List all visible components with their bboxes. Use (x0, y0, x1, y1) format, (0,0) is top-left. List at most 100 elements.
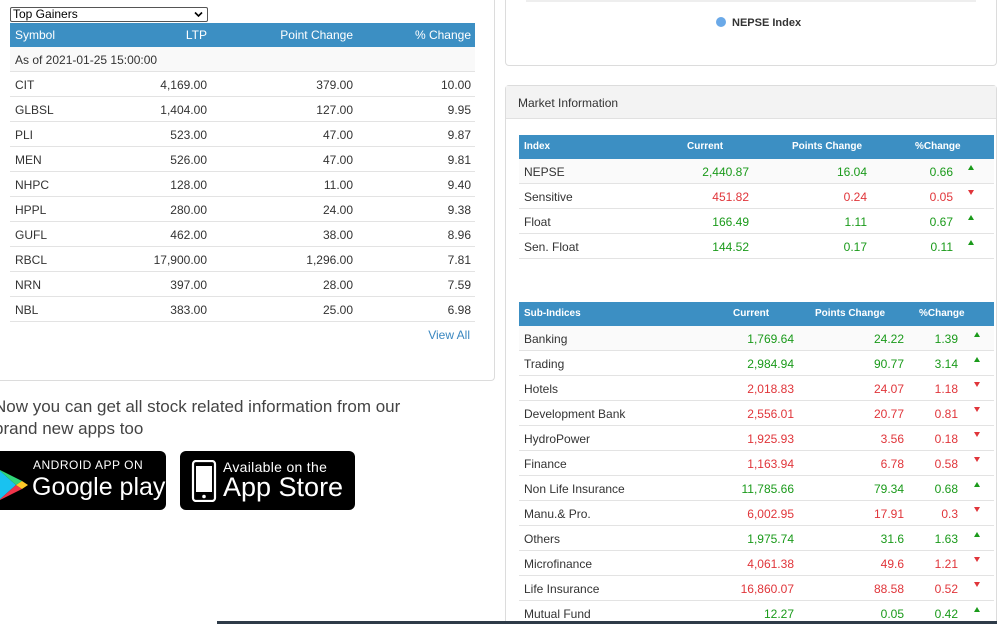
subindex-row: Trading 2,984.94 90.77 3.14 (519, 351, 994, 376)
ltp-cell: 523.00 (170, 128, 207, 142)
points-change-value: 20.77 (873, 407, 904, 421)
pct-change-cell: 7.81 (447, 253, 471, 267)
chart-legend[interactable]: NEPSE Index (716, 17, 801, 29)
symbol-cell[interactable]: MEN (15, 153, 42, 167)
points-change-value: 0.24 (843, 190, 867, 204)
pct-change-value: 0.42 (934, 607, 958, 621)
subindex-row: Hotels 2,018.83 24.07 1.18 (519, 376, 994, 401)
current-value: 2,984.94 (747, 357, 794, 371)
pct-change-value: 0.3 (941, 507, 958, 521)
arrow-down-icon (974, 557, 980, 562)
gainer-row[interactable]: GLBSL 1,404.00 127.00 9.95 (10, 97, 475, 122)
view-all-link[interactable]: View All (428, 328, 470, 342)
symbol-cell[interactable]: NRN (15, 278, 41, 292)
points-change-value: 88.58 (873, 582, 904, 596)
gainer-row[interactable]: HPPL 280.00 24.00 9.38 (10, 197, 475, 222)
apple-big-text: App Store (223, 472, 344, 502)
ltp-cell: 526.00 (170, 153, 207, 167)
current-value: 2,440.87 (702, 165, 749, 179)
google-play-badge[interactable]: ANDROID APP ON Google play (0, 451, 166, 510)
arrow-down-icon (974, 407, 980, 412)
subindex-table-header: Sub-Indices Current Points Change %Chang… (519, 302, 994, 326)
arrow-down-icon (974, 382, 980, 387)
symbol-cell[interactable]: NBL (15, 303, 39, 317)
gainer-row[interactable]: NBL 383.00 25.00 6.98 (10, 297, 475, 322)
point-change-cell: 24.00 (322, 203, 353, 217)
pct-change-value: 1.18 (934, 382, 958, 396)
index-table-header: Index Current Points Change %Change (519, 135, 994, 159)
header-points-change: Points Change (815, 308, 886, 319)
current-value: 12.27 (763, 607, 794, 621)
gainers-select[interactable]: Top Gainers (10, 7, 208, 22)
point-change-cell: 47.00 (322, 153, 353, 167)
index-name: Sensitive (524, 190, 573, 204)
symbol-cell[interactable]: PLI (15, 128, 34, 142)
pct-change-cell: 9.81 (447, 153, 471, 167)
arrow-up-icon (968, 165, 974, 170)
subindex-row: Non Life Insurance 11,785.66 79.34 0.68 (519, 476, 994, 501)
symbol-cell[interactable]: GUFL (15, 228, 48, 242)
index-name: NEPSE (524, 165, 565, 179)
header-symbol[interactable]: Symbol (15, 28, 56, 42)
apps-promo-text: Now you can get all stock related inform… (0, 396, 414, 440)
subindex-row: Life Insurance 16,860.07 88.58 0.52 (519, 576, 994, 601)
ltp-cell: 4,169.00 (160, 78, 207, 92)
google-play-icon (0, 470, 28, 500)
gainer-row[interactable]: NHPC 128.00 11.00 9.40 (10, 172, 475, 197)
gainer-row[interactable]: RBCL 17,900.00 1,296.00 7.81 (10, 247, 475, 272)
current-value: 1,163.94 (747, 457, 794, 471)
gainer-row[interactable]: CIT 4,169.00 379.00 10.00 (10, 72, 475, 97)
current-value: 6,002.95 (747, 507, 794, 521)
header-ltp[interactable]: LTP (185, 28, 207, 42)
apple-small-text: Available on the (223, 459, 328, 475)
gainer-row[interactable]: NRN 397.00 28.00 7.59 (10, 272, 475, 297)
arrow-down-icon (968, 190, 974, 195)
index-name: Mutual Fund (524, 607, 591, 621)
points-change-value: 24.22 (873, 332, 904, 346)
market-information-panel: Market Information Index Current Points … (505, 85, 997, 624)
point-change-cell: 1,296.00 (306, 253, 353, 267)
arrow-up-icon (968, 240, 974, 245)
header-point-change[interactable]: Point Change (280, 28, 353, 42)
ltp-cell: 128.00 (170, 178, 207, 192)
pct-change-value: 0.05 (929, 190, 953, 204)
gainer-row[interactable]: PLI 523.00 47.00 9.87 (10, 122, 475, 147)
gainers-select-value: Top Gainers (13, 7, 78, 21)
ltp-cell: 383.00 (170, 303, 207, 317)
pct-change-value: 3.14 (934, 357, 958, 371)
legend-dot-icon (716, 17, 726, 27)
app-store-badge[interactable]: Available on the App Store (180, 451, 355, 510)
point-change-cell: 47.00 (322, 128, 353, 142)
point-change-cell: 28.00 (322, 278, 353, 292)
subindex-row: Banking 1,769.64 24.22 1.39 (519, 326, 994, 351)
pct-change-value: 0.52 (934, 582, 958, 596)
pct-change-value: 0.18 (934, 432, 958, 446)
symbol-cell[interactable]: GLBSL (15, 103, 54, 117)
symbol-cell[interactable]: HPPL (15, 203, 47, 217)
current-value: 1,769.64 (747, 332, 794, 346)
index-name: Development Bank (524, 407, 626, 421)
index-name: Sen. Float (524, 240, 579, 254)
pct-change-value: 1.39 (934, 332, 958, 346)
gainers-table-header: Symbol LTP Point Change % Change (10, 23, 475, 47)
pct-change-value: 0.66 (929, 165, 953, 179)
points-change-value: 49.6 (880, 557, 904, 571)
symbol-cell[interactable]: RBCL (15, 253, 48, 267)
ltp-cell: 17,900.00 (153, 253, 207, 267)
header-pct-change[interactable]: % Change (414, 28, 471, 42)
symbol-cell[interactable]: CIT (15, 78, 35, 92)
symbol-cell[interactable]: NHPC (15, 178, 50, 192)
points-change-value: 24.07 (873, 382, 904, 396)
points-change-value: 16.04 (836, 165, 867, 179)
index-row: Float 166.49 1.11 0.67 (519, 209, 994, 234)
current-value: 2,018.83 (747, 382, 794, 396)
pct-change-cell: 9.95 (447, 103, 471, 117)
subindex-row: Others 1,975.74 31.6 1.63 (519, 526, 994, 551)
points-change-value: 17.91 (873, 507, 904, 521)
index-name: Non Life Insurance (524, 482, 625, 496)
arrow-down-icon (974, 457, 980, 462)
pct-change-cell: 8.96 (447, 228, 471, 242)
gainer-row[interactable]: GUFL 462.00 38.00 8.96 (10, 222, 475, 247)
legend-label: NEPSE Index (732, 17, 802, 29)
gainer-row[interactable]: MEN 526.00 47.00 9.81 (10, 147, 475, 172)
